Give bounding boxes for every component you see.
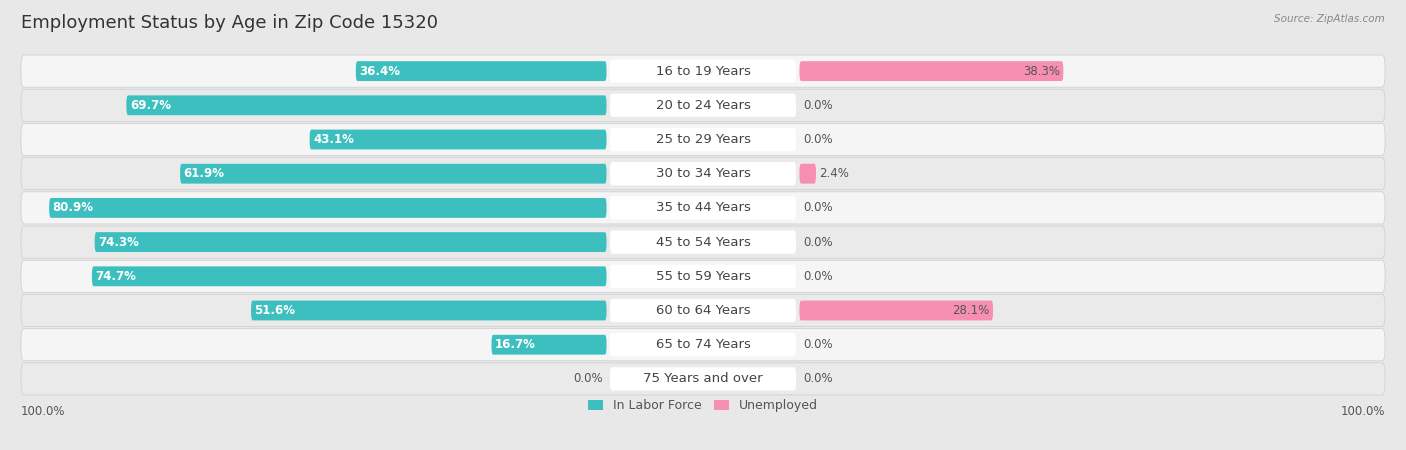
FancyBboxPatch shape (356, 61, 606, 81)
FancyBboxPatch shape (21, 55, 1385, 87)
Text: 30 to 34 Years: 30 to 34 Years (655, 167, 751, 180)
FancyBboxPatch shape (610, 94, 796, 117)
Text: 100.0%: 100.0% (1340, 405, 1385, 418)
FancyBboxPatch shape (21, 158, 1385, 190)
Text: 55 to 59 Years: 55 to 59 Years (655, 270, 751, 283)
Text: 69.7%: 69.7% (129, 99, 170, 112)
FancyBboxPatch shape (800, 301, 993, 320)
FancyBboxPatch shape (610, 196, 796, 220)
FancyBboxPatch shape (49, 198, 606, 218)
Text: 25 to 29 Years: 25 to 29 Years (655, 133, 751, 146)
Legend: In Labor Force, Unemployed: In Labor Force, Unemployed (583, 394, 823, 417)
Text: 51.6%: 51.6% (254, 304, 295, 317)
Text: 36.4%: 36.4% (359, 65, 401, 77)
Text: 75 Years and over: 75 Years and over (643, 373, 763, 385)
Text: Employment Status by Age in Zip Code 15320: Employment Status by Age in Zip Code 153… (21, 14, 439, 32)
FancyBboxPatch shape (94, 232, 606, 252)
FancyBboxPatch shape (21, 294, 1385, 327)
Text: 0.0%: 0.0% (803, 373, 832, 385)
Text: 28.1%: 28.1% (952, 304, 990, 317)
FancyBboxPatch shape (21, 363, 1385, 395)
FancyBboxPatch shape (21, 192, 1385, 224)
FancyBboxPatch shape (800, 164, 815, 184)
FancyBboxPatch shape (21, 89, 1385, 122)
FancyBboxPatch shape (610, 299, 796, 322)
FancyBboxPatch shape (91, 266, 606, 286)
Text: 0.0%: 0.0% (803, 236, 832, 248)
Text: 45 to 54 Years: 45 to 54 Years (655, 236, 751, 248)
Text: 2.4%: 2.4% (820, 167, 849, 180)
FancyBboxPatch shape (21, 226, 1385, 258)
FancyBboxPatch shape (610, 59, 796, 83)
Text: 0.0%: 0.0% (803, 99, 832, 112)
FancyBboxPatch shape (21, 123, 1385, 156)
FancyBboxPatch shape (21, 328, 1385, 361)
Text: 60 to 64 Years: 60 to 64 Years (655, 304, 751, 317)
Text: 43.1%: 43.1% (314, 133, 354, 146)
FancyBboxPatch shape (610, 162, 796, 185)
FancyBboxPatch shape (610, 128, 796, 151)
Text: 0.0%: 0.0% (803, 338, 832, 351)
FancyBboxPatch shape (180, 164, 606, 184)
Text: 16 to 19 Years: 16 to 19 Years (655, 65, 751, 77)
Text: 74.3%: 74.3% (98, 236, 139, 248)
FancyBboxPatch shape (800, 61, 1063, 81)
FancyBboxPatch shape (492, 335, 606, 355)
Text: 100.0%: 100.0% (21, 405, 66, 418)
FancyBboxPatch shape (21, 260, 1385, 292)
Text: 0.0%: 0.0% (574, 373, 603, 385)
Text: 80.9%: 80.9% (52, 202, 94, 214)
Text: 0.0%: 0.0% (803, 270, 832, 283)
Text: 38.3%: 38.3% (1024, 65, 1060, 77)
Text: Source: ZipAtlas.com: Source: ZipAtlas.com (1274, 14, 1385, 23)
Text: 35 to 44 Years: 35 to 44 Years (655, 202, 751, 214)
FancyBboxPatch shape (610, 367, 796, 391)
Text: 16.7%: 16.7% (495, 338, 536, 351)
Text: 65 to 74 Years: 65 to 74 Years (655, 338, 751, 351)
FancyBboxPatch shape (610, 230, 796, 254)
Text: 74.7%: 74.7% (96, 270, 136, 283)
FancyBboxPatch shape (252, 301, 606, 320)
Text: 0.0%: 0.0% (803, 133, 832, 146)
FancyBboxPatch shape (610, 265, 796, 288)
FancyBboxPatch shape (610, 333, 796, 356)
Text: 61.9%: 61.9% (184, 167, 225, 180)
Text: 20 to 24 Years: 20 to 24 Years (655, 99, 751, 112)
Text: 0.0%: 0.0% (803, 202, 832, 214)
FancyBboxPatch shape (309, 130, 606, 149)
FancyBboxPatch shape (127, 95, 606, 115)
